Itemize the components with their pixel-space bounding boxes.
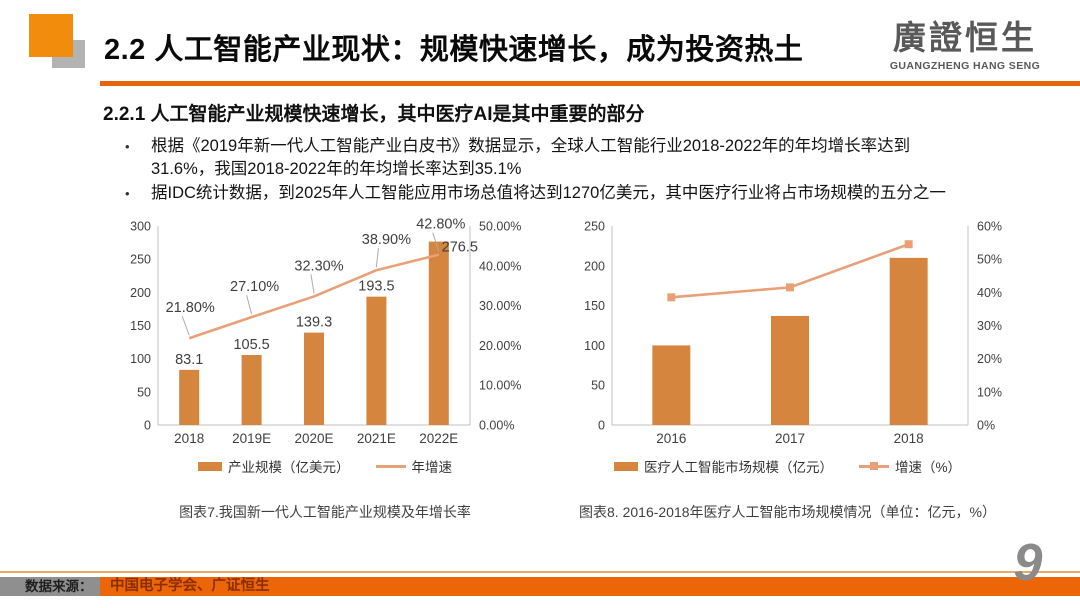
svg-text:0: 0: [598, 419, 605, 433]
svg-text:150: 150: [584, 299, 605, 313]
svg-text:20%: 20%: [977, 352, 1002, 366]
page-number: 9: [1013, 534, 1043, 592]
svg-text:30%: 30%: [977, 319, 1002, 333]
svg-text:40.00%: 40.00%: [479, 259, 521, 273]
svg-text:2017: 2017: [775, 431, 805, 446]
bullet-dot-icon: •: [125, 139, 130, 154]
svg-text:42.80%: 42.80%: [416, 217, 465, 233]
svg-text:276.5: 276.5: [442, 240, 478, 256]
svg-text:60%: 60%: [977, 220, 1002, 234]
legend-item-bar: 医疗人工智能市场规模（亿元）: [613, 456, 833, 476]
footer-thin-rule: [0, 571, 1080, 573]
svg-text:32.30%: 32.30%: [294, 258, 343, 274]
svg-text:100: 100: [584, 339, 605, 353]
chart-medical-ai-market: 0 50 100 150 200 250 0% 10% 20% 30% 40% 50% 60% 2016 2…: [555, 213, 1020, 455]
svg-text:193.5: 193.5: [358, 279, 394, 295]
bullet-dot-icon: •: [125, 186, 130, 201]
footer-gray-block: [0, 577, 100, 596]
footer-orange-bar: [0, 577, 1080, 596]
logo-orange-square: [29, 14, 73, 57]
company-logo-en: GUANGZHENG HANG SENG: [889, 60, 1041, 72]
chart-ai-industry-scale: 0 50 100 150 200 250 300 0.00% 10.00% 20.00% 30.00…: [110, 213, 540, 455]
bar-swatch-icon: [198, 461, 222, 471]
svg-text:250: 250: [584, 220, 605, 234]
chart8-legend: 医疗人工智能市场规模（亿元） 增速（%）: [555, 456, 1020, 476]
svg-text:50.00%: 50.00%: [479, 220, 521, 234]
svg-text:200: 200: [584, 259, 605, 273]
svg-text:83.1: 83.1: [175, 352, 203, 368]
svg-text:2018: 2018: [894, 431, 924, 446]
svg-text:105.5: 105.5: [233, 337, 269, 353]
svg-text:2018: 2018: [174, 431, 204, 446]
svg-text:150: 150: [130, 319, 151, 333]
company-logo-cn: 廣證恒生: [893, 19, 1037, 56]
svg-text:21.80%: 21.80%: [166, 300, 215, 316]
svg-text:0: 0: [144, 419, 151, 433]
svg-text:30.00%: 30.00%: [479, 299, 521, 313]
bullet-item: • 根据《2019年新一代人工智能产业白皮书》数据显示，全球人工智能行业2018…: [125, 135, 970, 181]
svg-text:40%: 40%: [977, 286, 1002, 300]
svg-text:2022E: 2022E: [419, 431, 458, 446]
legend-item-bar: 产业规模（亿美元）: [198, 456, 350, 476]
svg-text:2016: 2016: [656, 431, 686, 446]
chart7-legend: 产业规模（亿美元） 年增速: [110, 456, 540, 476]
svg-text:10%: 10%: [977, 385, 1002, 399]
section-subtitle: 2.2.1 人工智能产业规模快速增长，其中医疗AI是其中重要的部分: [103, 104, 645, 125]
legend-item-line: 年增速: [375, 456, 453, 476]
line-swatch-icon: [375, 464, 406, 468]
svg-text:2019E: 2019E: [232, 431, 271, 446]
legend-label: 产业规模（亿美元）: [228, 460, 350, 475]
line-marker-swatch-icon: [858, 461, 889, 470]
legend-item-line: 增速（%）: [858, 456, 961, 476]
svg-text:50: 50: [591, 379, 605, 393]
bullet-list: • 根据《2019年新一代人工智能产业白皮书》数据显示，全球人工智能行业2018…: [125, 135, 970, 206]
page-title: 2.2 人工智能产业现状：规模快速增长，成为投资热土: [104, 34, 804, 66]
svg-text:38.90%: 38.90%: [362, 232, 411, 248]
legend-label: 年增速: [411, 460, 453, 475]
svg-text:200: 200: [130, 286, 151, 300]
svg-text:2020E: 2020E: [294, 431, 333, 446]
company-logo: 廣證恒生 GUANGZHENG HANG SENG: [880, 18, 1050, 72]
svg-text:0.00%: 0.00%: [479, 419, 514, 433]
svg-text:250: 250: [130, 253, 151, 267]
svg-text:50%: 50%: [977, 253, 1002, 267]
svg-text:100: 100: [130, 352, 151, 366]
chart7-caption: 图表7.我国新一代人工智能产业规模及年增长率: [179, 504, 471, 520]
bullet-item: • 据IDC统计数据，到2025年人工智能应用市场总值将达到1270亿美元，其中…: [125, 182, 970, 205]
title-underline: [100, 81, 1080, 86]
legend-label: 增速（%）: [894, 460, 961, 475]
chart-svg: 0 50 100 150 200 250 0% 10% 20% 30% 40% 50% 60% 2016 2…: [584, 220, 1002, 447]
bullet-text: 根据《2019年新一代人工智能产业白皮书》数据显示，全球人工智能行业2018-2…: [151, 137, 911, 178]
svg-text:139.3: 139.3: [296, 315, 332, 331]
svg-text:10.00%: 10.00%: [479, 379, 521, 393]
bar-swatch-icon: [613, 461, 638, 471]
legend-label: 医疗人工智能市场规模（亿元）: [643, 460, 833, 475]
chart8-caption: 图表8. 2016-2018年医疗人工智能市场规模情况（单位：亿元，%）: [579, 504, 996, 520]
data-source-value: 中国电子学会、广证恒生: [110, 578, 270, 594]
chart-svg: 0 50 100 150 200 250 300 0.00% 10.00% 20.00% 30.00…: [130, 217, 521, 446]
svg-text:20.00%: 20.00%: [479, 339, 521, 353]
svg-text:27.10%: 27.10%: [230, 279, 279, 295]
svg-text:0%: 0%: [977, 419, 995, 433]
svg-text:300: 300: [130, 220, 151, 234]
bullet-text: 据IDC统计数据，到2025年人工智能应用市场总值将达到1270亿美元，其中医疗…: [151, 184, 946, 202]
svg-text:2021E: 2021E: [357, 431, 396, 446]
svg-text:50: 50: [137, 385, 151, 399]
data-source-label: 数据来源：: [25, 579, 93, 594]
